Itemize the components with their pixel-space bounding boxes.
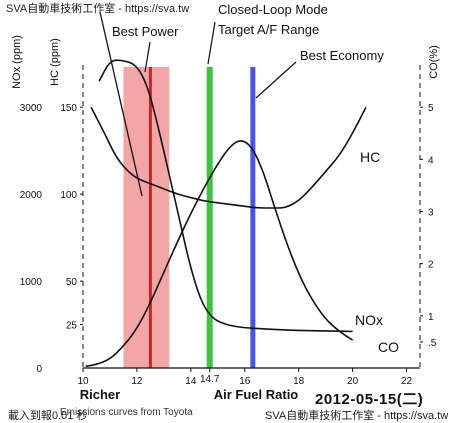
x-axis-label: Air Fuel Ratio — [214, 387, 299, 402]
nox-tick-label: 0 — [36, 364, 42, 375]
curves-layer — [85, 59, 367, 368]
hc-tick-label: 50 — [66, 277, 78, 288]
hc-tick-label: 100 — [60, 190, 77, 201]
co-tick-label: 4 — [428, 155, 434, 166]
closed-loop-label-1: Closed-Loop Mode — [218, 2, 328, 17]
labels-layer: NOx (ppm) HC (ppm) CO(%) Richer Air Fuel Rat… — [11, 2, 440, 402]
x-tick-label: 12 — [131, 376, 143, 387]
nox-tick-label: 1000 — [20, 277, 43, 288]
best-economy-label: Best Economy — [300, 48, 384, 63]
closed-loop-arrow — [207, 21, 216, 65]
hc-axis-label: HC (ppm) — [49, 38, 61, 86]
ticks-layer: 10 12 14 14.7 16 18 20 220100020003000255010015… — [20, 103, 437, 387]
watermark-top: SVA自動車技術工作室 - https://sva.tw — [6, 3, 190, 15]
date-stamp: 2012-05-15(二) — [315, 391, 424, 408]
nox-curve-label: NOx — [355, 312, 383, 328]
x-tick-label: 14.7 — [200, 374, 220, 385]
best-power-arrow — [144, 41, 151, 73]
axes-layer — [82, 65, 421, 369]
nox-tick-label: 3000 — [20, 103, 43, 114]
closed-loop-label-2: Target A/F Range — [218, 22, 319, 37]
watermark-bottom-right: SVA自動車技術工作室 - https://sva.tw — [265, 410, 449, 422]
hc-tick-label: 25 — [66, 321, 78, 332]
co-tick-label: 3 — [428, 208, 434, 219]
x-tick-label: 14 — [185, 376, 197, 387]
x-tick-label: 22 — [401, 376, 413, 387]
hc-tick-label: 150 — [60, 103, 77, 114]
best-power-label: Best Power — [112, 24, 179, 39]
hc-curve — [90, 106, 367, 209]
x-tick-label: 10 — [77, 376, 89, 387]
regions-layer — [123, 67, 256, 368]
co-tick-label: .5 — [428, 338, 437, 349]
x-tick-label: 18 — [293, 376, 305, 387]
hc-curve-label: HC — [360, 149, 380, 165]
co-curve-label: CO — [378, 339, 399, 355]
hc-pointer-line — [99, 11, 143, 197]
watermark-load-time: 載入到報0.01 秒 — [8, 410, 88, 422]
nox-axis-label: NOx (ppm) — [11, 35, 23, 89]
x-tick-label: 20 — [347, 376, 359, 387]
nox-tick-label: 2000 — [20, 190, 43, 201]
best-power-band — [123, 67, 170, 368]
richer-label: Richer — [80, 387, 120, 402]
co-tick-label: 1 — [428, 312, 434, 323]
co-tick-label: 2 — [428, 260, 434, 271]
co-axis-label: CO(%) — [428, 45, 440, 79]
co-curve — [98, 59, 354, 333]
best-economy-arrow — [255, 61, 297, 99]
nox-curve — [85, 140, 354, 368]
caption: Emissions curves from Toyota — [60, 407, 193, 418]
co-tick-label: 5 — [428, 103, 434, 114]
x-tick-label: 16 — [239, 376, 251, 387]
